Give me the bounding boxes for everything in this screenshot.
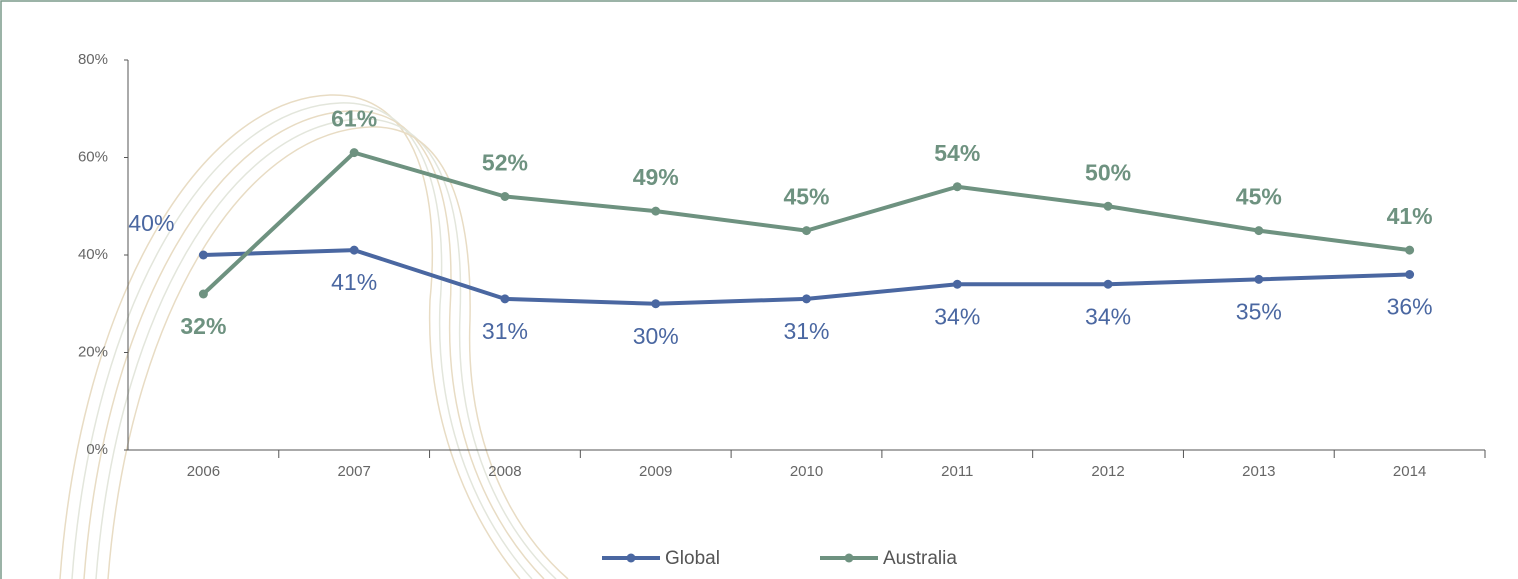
point [1405, 270, 1415, 279]
x-tick-label: 2006 [187, 463, 220, 480]
x-tick-label: 2012 [1091, 463, 1124, 480]
data-label: 40% [128, 210, 174, 236]
point [952, 279, 962, 289]
x-tick-label: 2011 [941, 463, 973, 480]
data-label: 32% [180, 313, 226, 339]
point [349, 148, 359, 158]
data-label: 50% [1085, 159, 1131, 185]
data-label: 49% [633, 164, 679, 190]
point [802, 226, 811, 236]
data-label: 54% [934, 140, 980, 166]
x-tick-label: 2014 [1393, 463, 1426, 480]
data-label: 61% [331, 106, 377, 132]
point [651, 206, 661, 216]
y-tick-label: 80% [78, 51, 108, 68]
point [1405, 245, 1415, 255]
point [1103, 201, 1113, 211]
x-tick-label: 2013 [1242, 463, 1275, 480]
data-label: 41% [331, 269, 377, 295]
data-label: 52% [482, 150, 528, 176]
data-label: 31% [482, 318, 528, 344]
point [1103, 279, 1113, 289]
arc [95, 118, 557, 579]
background-decoration [59, 94, 569, 579]
data-label: 34% [934, 303, 980, 329]
point [349, 245, 359, 255]
point [500, 192, 510, 201]
y-tick-label: 20% [78, 343, 108, 360]
point [198, 289, 208, 299]
data-label: 34% [1085, 303, 1131, 329]
x-tick-label: 2007 [337, 463, 370, 480]
point [1254, 274, 1264, 284]
arc [59, 94, 521, 579]
arc [83, 110, 545, 579]
data-label: 36% [1387, 294, 1433, 320]
data-label: 30% [633, 323, 679, 349]
arc [71, 102, 533, 579]
data-label: 35% [1236, 298, 1282, 324]
legend-label: Global [665, 548, 720, 569]
data-label: 45% [783, 184, 829, 210]
point [198, 250, 208, 260]
point [802, 294, 811, 304]
series-line [202, 150, 1410, 296]
y-tick-label: 60% [78, 148, 108, 165]
legend-marker [844, 553, 854, 563]
x-tick-label: 2010 [790, 463, 823, 480]
data-label: 41% [1387, 203, 1433, 229]
legend-marker [626, 553, 636, 563]
point [500, 294, 510, 304]
point [952, 182, 962, 192]
point [1254, 226, 1264, 236]
arc [107, 126, 569, 579]
data-label: 45% [1236, 184, 1282, 210]
y-tick-label: 40% [78, 246, 108, 263]
x-tick-label: 2009 [639, 463, 672, 480]
legend-label: Australia [883, 548, 957, 569]
x-tick-label: 2008 [488, 463, 521, 480]
data-label: 31% [783, 318, 829, 344]
point [651, 299, 661, 309]
y-tick-label: 0% [86, 441, 108, 458]
